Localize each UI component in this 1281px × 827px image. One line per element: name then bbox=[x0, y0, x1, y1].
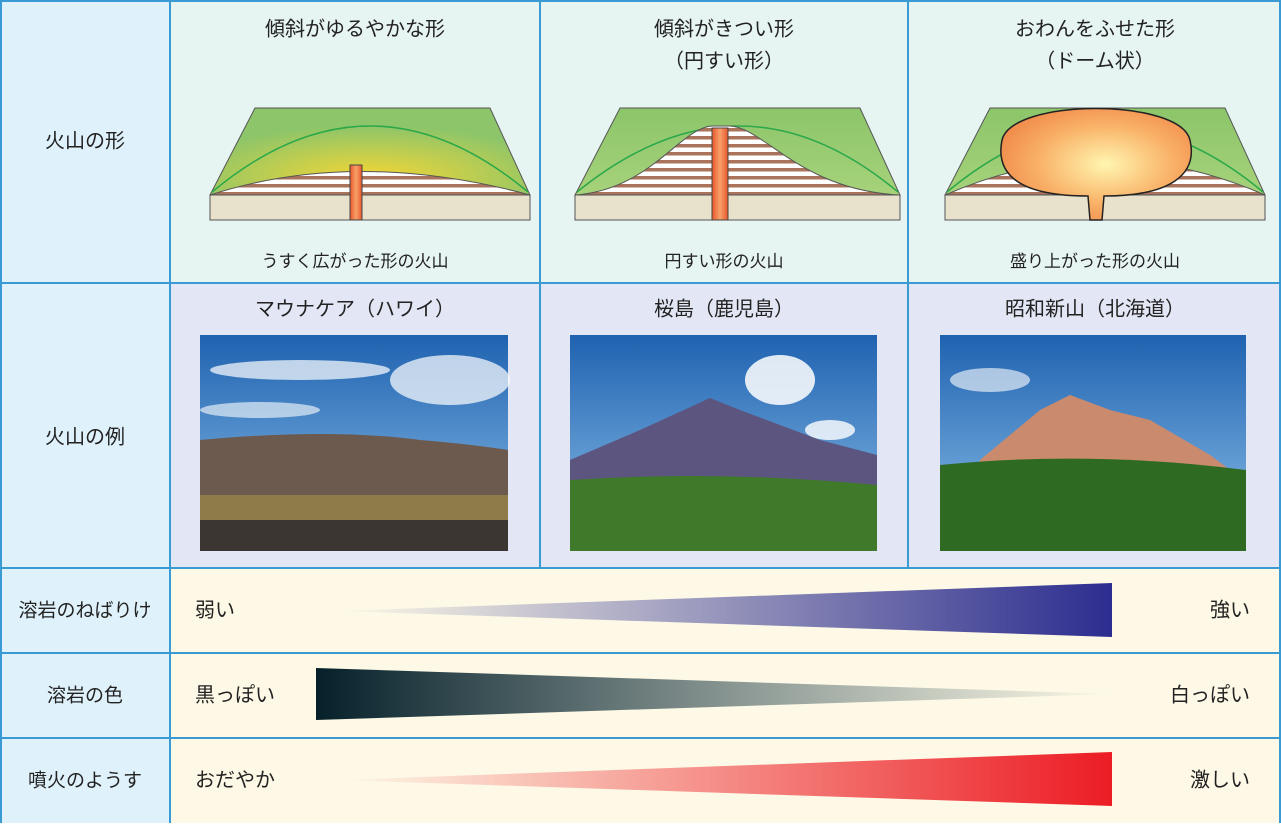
viscosity-wedge bbox=[340, 583, 1112, 637]
shape-title: 傾斜がきつい形 bbox=[654, 17, 794, 41]
color-wedge bbox=[316, 668, 1112, 720]
shape-title: （円すい形） bbox=[664, 49, 784, 73]
scale-low: 黒っぽい bbox=[195, 683, 275, 707]
example-name: マウナケア（ハワイ） bbox=[255, 297, 455, 321]
row-label: 火山の例 bbox=[45, 425, 125, 449]
row-label: 溶岩の色 bbox=[47, 685, 123, 707]
photo-mauna-kea bbox=[200, 335, 510, 551]
photo-showa-shinzan bbox=[940, 335, 1246, 551]
shape-caption: 盛り上がった形の火山 bbox=[1010, 252, 1180, 272]
scale-high: 白っぽい bbox=[1170, 683, 1250, 707]
row-label: 溶岩のねばりけ bbox=[18, 600, 151, 622]
cross-section-steep bbox=[574, 107, 901, 221]
shape-title: （ドーム状） bbox=[1035, 49, 1154, 73]
shape-title: 傾斜がゆるやかな形 bbox=[265, 17, 445, 41]
shape-title: おわんをふせた形 bbox=[1015, 17, 1175, 41]
example-name: 昭和新山（北海道） bbox=[1005, 297, 1185, 321]
cross-section-dome bbox=[944, 107, 1266, 221]
scale-high: 強い bbox=[1210, 598, 1250, 622]
scale-low: 弱い bbox=[195, 598, 235, 622]
row-label: 火山の形 bbox=[45, 129, 125, 153]
scale-low: おだやか bbox=[195, 768, 275, 792]
row-label: 噴火のようす bbox=[28, 770, 142, 792]
shape-caption: うすく広がった形の火山 bbox=[262, 252, 449, 272]
cross-section-gentle bbox=[209, 107, 531, 221]
photo-sakurajima bbox=[570, 335, 877, 551]
example-name: 桜島（鹿児島） bbox=[654, 297, 794, 321]
eruption-wedge bbox=[340, 752, 1112, 806]
shape-caption: 円すい形の火山 bbox=[665, 252, 784, 272]
scale-high: 激しい bbox=[1190, 768, 1250, 792]
